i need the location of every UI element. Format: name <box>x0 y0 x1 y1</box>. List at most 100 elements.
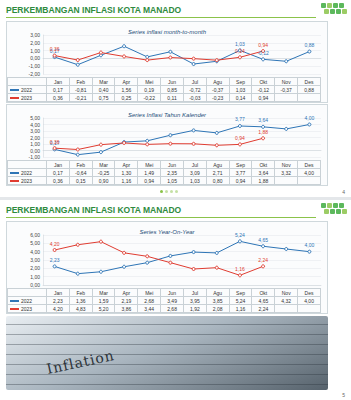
html-text:0,88: 0,88 <box>304 86 314 93</box>
svg-text:4,00: 4,00 <box>305 242 315 248</box>
html-text:Sep: Sep <box>236 161 245 168</box>
html-text:Nov: Nov <box>281 161 291 168</box>
html-text:Okt: Okt <box>259 161 268 168</box>
svg-text:2,00: 2,00 <box>30 135 40 141</box>
svg-text:1,03: 1,03 <box>235 41 245 47</box>
html-text:-0,37: -0,37 <box>212 86 224 93</box>
svg-text:-1,00: -1,00 <box>29 154 41 160</box>
svg-text:Series inflasi month-to-month: Series inflasi month-to-month <box>128 29 207 35</box>
html-text:Mei: Mei <box>145 161 154 168</box>
svg-text:1,00: 1,00 <box>30 48 40 54</box>
html-text:2023: 2023 <box>21 94 33 101</box>
svg-text:Series Year-On-Year: Series Year-On-Year <box>139 229 195 235</box>
html-text:Sep: Sep <box>236 78 245 85</box>
html-text:0,17: 0,17 <box>53 169 63 176</box>
svg-text:4,65: 4,65 <box>258 237 268 243</box>
html-text:0,14: 0,14 <box>235 94 246 101</box>
svg-text:0,36: 0,36 <box>50 46 60 52</box>
svg-text:5,24: 5,24 <box>235 232 245 238</box>
html-text:1,30: 1,30 <box>121 169 132 176</box>
html-text:0,19: 0,19 <box>144 86 155 93</box>
html-text:Nov: Nov <box>281 78 291 85</box>
svg-text:0,94: 0,94 <box>235 135 245 141</box>
svg-text:4,00: 4,00 <box>305 115 315 121</box>
html-text:Mar: Mar <box>99 78 108 85</box>
svg-text:0,00: 0,00 <box>30 55 40 61</box>
html-text:Feb: Feb <box>76 78 85 85</box>
html-text:-0,12: -0,12 <box>257 86 270 93</box>
html-text:0,40: 0,40 <box>98 86 109 93</box>
html-text:Jul: Jul <box>191 78 199 85</box>
svg-text:2,00: 2,00 <box>30 265 40 271</box>
html-text:-0,37: -0,37 <box>280 86 292 93</box>
svg-text:4,00: 4,00 <box>30 122 40 128</box>
svg-text:1,16: 1,16 <box>235 266 245 272</box>
svg-text:2,24: 2,24 <box>258 257 268 263</box>
html-text:2022: 2022 <box>21 169 33 176</box>
html-text:-0,64: -0,64 <box>75 169 87 176</box>
svg-text:-0,12: -0,12 <box>257 50 269 56</box>
html-text:-0,23: -0,23 <box>212 94 224 101</box>
svg-text:0,14: 0,14 <box>235 48 245 54</box>
svg-text:0,94: 0,94 <box>258 42 268 48</box>
svg-text:1,88: 1,88 <box>258 129 268 135</box>
html-text:Apr: Apr <box>122 161 131 168</box>
svg-text:4,20: 4,20 <box>50 241 60 247</box>
html-text:Jan: Jan <box>53 161 62 168</box>
html-text:Okt: Okt <box>259 78 268 85</box>
svg-text:0,36: 0,36 <box>50 139 60 145</box>
html-text:1,56: 1,56 <box>121 86 132 93</box>
svg-text:Series Inflasi Tahun Kalender: Series Inflasi Tahun Kalender <box>128 112 207 118</box>
html-text:1,03: 1,03 <box>235 86 246 93</box>
svg-text:3,64: 3,64 <box>258 117 268 123</box>
html-text:2022: 2022 <box>21 86 33 93</box>
html-text:Des: Des <box>304 78 314 85</box>
svg-text:5,00: 5,00 <box>30 240 40 246</box>
html-text:0,11: 0,11 <box>167 94 177 101</box>
html-text:1,49: 1,49 <box>144 169 155 176</box>
svg-text:-2,00: -2,00 <box>29 71 41 77</box>
html-text:Jun: Jun <box>168 78 177 85</box>
html-text:-0,72: -0,72 <box>189 86 201 93</box>
html-text:2,35: 2,35 <box>167 169 177 176</box>
svg-text:2,23: 2,23 <box>50 257 60 263</box>
html-text:Jul: Jul <box>191 161 199 168</box>
html-text:Feb: Feb <box>76 161 85 168</box>
html-text:Jun: Jun <box>168 161 177 168</box>
html-text:Jan: Jan <box>53 78 62 85</box>
svg-text:3,00: 3,00 <box>30 32 40 38</box>
html-text:0,25: 0,25 <box>121 94 132 101</box>
html-text:Inflation: Inflation <box>45 347 116 377</box>
svg-text:3,00: 3,00 <box>30 257 40 263</box>
html-text:Agu: Agu <box>213 78 223 85</box>
html-text:-0,03: -0,03 <box>189 94 201 101</box>
html-text:Agu: Agu <box>213 161 223 168</box>
html-text:PERKEMBANGAN INFLASI KOTA MANA: PERKEMBANGAN INFLASI KOTA MANADO <box>6 205 182 215</box>
svg-text:0,00: 0,00 <box>30 148 40 154</box>
html-text:-0,22: -0,22 <box>143 94 155 101</box>
html-text:0,75: 0,75 <box>98 94 109 101</box>
svg-text:0,00: 0,00 <box>30 282 40 288</box>
svg-text:3,77: 3,77 <box>235 116 245 122</box>
svg-text:3,00: 3,00 <box>30 128 40 134</box>
svg-text:6,00: 6,00 <box>30 232 40 238</box>
svg-text:1,00: 1,00 <box>30 274 40 280</box>
svg-text:2,00: 2,00 <box>30 40 40 46</box>
svg-text:-1,00: -1,00 <box>29 63 41 69</box>
svg-text:0,88: 0,88 <box>305 42 315 48</box>
html-text:-0,25: -0,25 <box>97 169 110 176</box>
html-text:0,36: 0,36 <box>53 94 63 101</box>
html-text:Des: Des <box>304 161 314 168</box>
html-text:PERKEMBANGAN INFLASI KOTA MANA: PERKEMBANGAN INFLASI KOTA MANADO <box>6 5 182 15</box>
html-text:-0,21: -0,21 <box>75 94 87 101</box>
html-text:Mei: Mei <box>145 78 154 85</box>
html-text:Mar: Mar <box>99 161 108 168</box>
html-text:0,94: 0,94 <box>258 94 269 101</box>
html-text:0,85: 0,85 <box>167 86 177 93</box>
html-text:-0,81: -0,81 <box>75 86 87 93</box>
html-text:0,17: 0,17 <box>53 86 63 93</box>
svg-text:1,00: 1,00 <box>30 141 40 147</box>
svg-text:4,00: 4,00 <box>30 249 40 255</box>
svg-text:5,00: 5,00 <box>30 115 40 121</box>
html-text:Apr: Apr <box>122 78 131 85</box>
